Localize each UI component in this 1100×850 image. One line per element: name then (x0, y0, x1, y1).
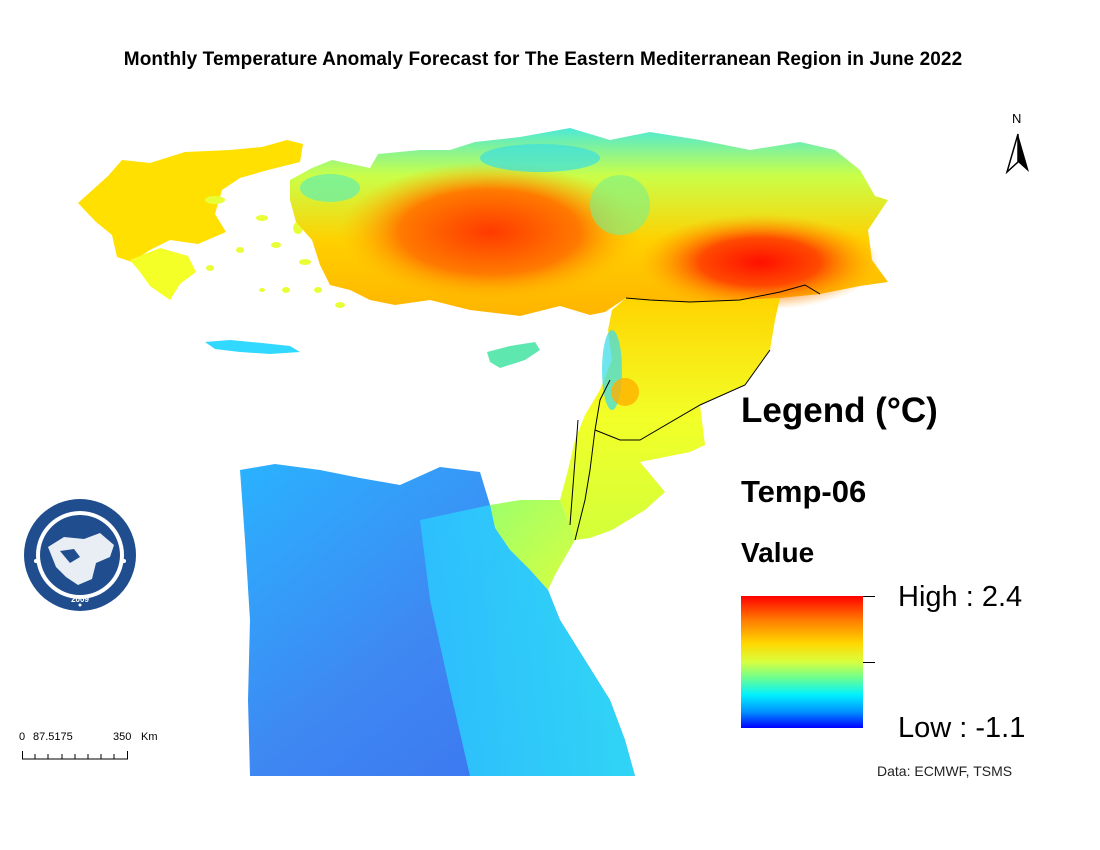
cool-spot-coast (590, 175, 650, 235)
aegean-islands (205, 196, 345, 308)
levant-hot (611, 378, 639, 406)
scale-label-max: 350 (113, 731, 132, 743)
greece-peloponnese (130, 248, 196, 300)
logo-year: 2009 (71, 595, 89, 604)
legend-heading: Legend (°C) (741, 391, 938, 430)
map-title: Monthly Temperature Anomaly Forecast for… (123, 49, 963, 70)
hot-spot-east (640, 214, 880, 310)
greece-mainland (78, 140, 303, 262)
legend-field-name: Value (741, 537, 815, 568)
climate-centre-logo: 2009 (24, 499, 136, 611)
scale-bar-ticks (22, 751, 128, 760)
hot-spot-west (340, 162, 640, 302)
country-borders (569, 284, 821, 541)
north-arrow-icon (1005, 133, 1029, 175)
cyprus (487, 342, 540, 368)
scale-label-0: 0 (19, 731, 26, 743)
data-credit: Data: ECMWF, TSMS (877, 763, 1013, 779)
scale-label-unit: Km (141, 731, 158, 743)
sinai (490, 500, 575, 590)
legend-tick-high (863, 596, 875, 597)
north-label: N (1012, 111, 1022, 126)
legend-high-label: High : 2.4 (898, 581, 1023, 613)
legend-layer-name: Temp-06 (741, 474, 867, 509)
cool-spot-north (480, 144, 600, 172)
egypt-east-band (420, 505, 635, 776)
legend-tick-mid (863, 662, 875, 663)
legend-low-label: Low : -1.1 (898, 712, 1026, 744)
scale-label-mid: 87.5175 (33, 731, 73, 743)
crete (205, 340, 300, 354)
cool-spot-marmara (300, 174, 360, 202)
scale-bar: 0 87.5175 350 Km (19, 731, 179, 771)
legend-color-ramp (741, 596, 863, 728)
